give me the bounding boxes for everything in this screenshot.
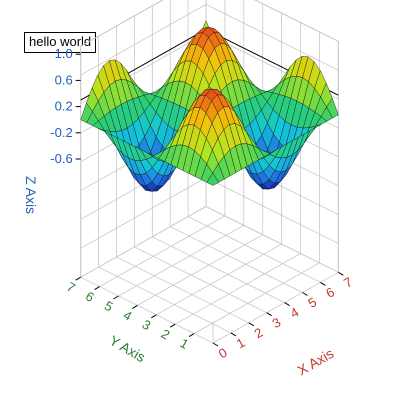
surface-cell <box>206 172 220 186</box>
z-tick-label: -0.6 <box>50 151 72 166</box>
x-axis-label: X Axis <box>295 345 337 378</box>
x-tick-label: 6 <box>323 284 337 301</box>
x-tick <box>212 342 219 347</box>
wall-grid-line <box>80 206 207 278</box>
wall-grid-line <box>254 0 339 42</box>
wall-grid-line <box>205 4 339 71</box>
x-tick <box>266 312 272 317</box>
y-tick <box>132 304 138 309</box>
y-tick <box>113 295 119 300</box>
y-tick-label: 5 <box>102 298 116 315</box>
y-tick <box>188 333 195 338</box>
floor-grid-line <box>156 243 282 316</box>
x-tick <box>284 302 290 307</box>
x-tick <box>320 281 326 286</box>
floor-grid-line <box>187 216 321 283</box>
floor-grid-line <box>137 234 263 306</box>
floor-grid-line <box>98 266 232 334</box>
chart-label-box: hello world <box>24 32 97 53</box>
y-tick <box>151 314 157 319</box>
y-tick <box>169 323 176 328</box>
floor-grid-line <box>152 236 285 303</box>
y-tick-label: 6 <box>83 288 97 305</box>
z-tick-label: 0.6 <box>55 72 73 87</box>
wall-grid <box>80 0 339 344</box>
x-tick <box>230 332 237 337</box>
y-tick-label: 2 <box>159 326 173 343</box>
wall-grid-line <box>205 177 339 244</box>
y-tick-label: 3 <box>140 317 154 334</box>
x-tick-label: 2 <box>252 325 266 342</box>
x-tick <box>248 322 255 327</box>
wall-edge-line <box>254 0 339 42</box>
wall-edge-line <box>80 0 164 47</box>
floor-grid-line <box>99 215 226 287</box>
surface-mesh <box>80 20 339 192</box>
floor-grid-line <box>116 256 249 324</box>
y-tick-label: 1 <box>177 335 191 352</box>
floor-grid-line <box>118 224 244 297</box>
x-tick-label: 3 <box>270 314 284 331</box>
z-axis-label: Z Axis <box>23 176 39 214</box>
z-tick-label: -0.2 <box>50 125 72 140</box>
floor-grid-line <box>175 253 301 325</box>
z-tick-label: 1.0 <box>55 46 73 61</box>
x-tick <box>338 271 344 276</box>
y-tick-label: 7 <box>64 279 78 296</box>
z-tick-label: 0.2 <box>55 99 73 114</box>
wall-grid-line <box>80 4 207 76</box>
x-tick <box>302 292 308 296</box>
x-tick-label: 1 <box>234 335 248 352</box>
y-axis-label: Y Axis <box>107 332 148 365</box>
y-tick <box>94 286 100 291</box>
y-tick <box>75 276 81 281</box>
floor-grid-line <box>134 246 267 314</box>
wall-grid-line <box>205 206 339 273</box>
x-tick-label: 5 <box>305 294 319 311</box>
wall-grid-line <box>80 177 207 249</box>
x-tick-label: 0 <box>216 345 230 362</box>
x-tick-label: 7 <box>341 274 355 291</box>
x-tick-label: 4 <box>287 304 301 321</box>
floor-grid-line <box>212 271 339 344</box>
floor-grid-line <box>170 226 303 293</box>
floor-grid-line <box>80 276 214 344</box>
y-tick-label: 4 <box>121 307 135 324</box>
floor-grid-line <box>193 262 320 334</box>
